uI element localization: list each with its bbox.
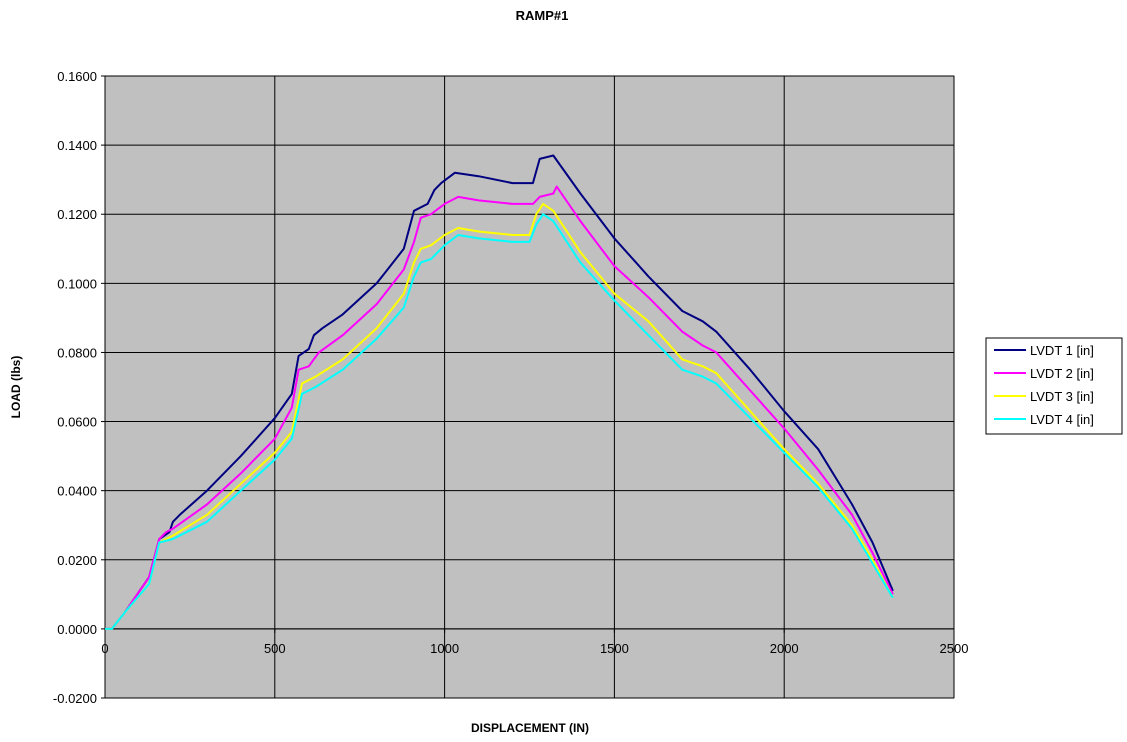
legend-label: LVDT 1 [in] — [1030, 343, 1094, 358]
y-tick-label: 0.0000 — [57, 622, 97, 637]
y-tick-label: 0.0600 — [57, 415, 97, 430]
legend: LVDT 1 [in] LVDT 2 [in] LVDT 3 [in] LVDT 4 … — [985, 337, 1123, 435]
series-line-lvdt-1 — [105, 154, 894, 630]
x-tick-labels: 0 500 1000 1500 2000 2500 — [101, 628, 969, 656]
x-tick-label: 500 — [264, 641, 286, 656]
grid-lines — [104, 75, 955, 699]
x-tick-label: 1000 — [430, 641, 459, 656]
x-tick-label: 2500 — [940, 641, 969, 656]
series-line-lvdt-3 — [105, 202, 894, 630]
legend-label: LVDT 2 [in] — [1030, 366, 1094, 381]
legend-label: LVDT 4 [in] — [1030, 412, 1094, 427]
plot-area — [104, 75, 955, 699]
y-tick-label: 0.0800 — [57, 345, 97, 360]
y-axis-label: LOAD (lbs) — [9, 356, 23, 419]
x-tick-label: 1500 — [600, 641, 629, 656]
series-line-lvdt-4 — [105, 213, 894, 630]
y-tick-label: 0.1400 — [57, 138, 97, 153]
x-axis-label: DISPLACEMENT (IN) — [471, 721, 589, 735]
x-tick-label: 0 — [101, 641, 108, 656]
x-tick-label: 2000 — [770, 641, 799, 656]
y-tick-label: 0.1000 — [57, 276, 97, 291]
y-tick-label: 0.0400 — [57, 484, 97, 499]
series-lines — [105, 154, 894, 630]
series-line-lvdt-2 — [105, 185, 894, 630]
chart-title: RAMP#1 — [516, 8, 569, 23]
y-tick-label: 0.0200 — [57, 553, 97, 568]
legend-label: LVDT 3 [in] — [1030, 389, 1094, 404]
y-tick-label: -0.0200 — [53, 691, 97, 706]
y-tick-label: 0.1600 — [57, 69, 97, 84]
y-tick-labels: -0.0200 0.0000 0.0200 0.0400 0.0600 0.0800 0.1… — [53, 69, 105, 706]
y-tick-label: 0.1200 — [57, 207, 97, 222]
